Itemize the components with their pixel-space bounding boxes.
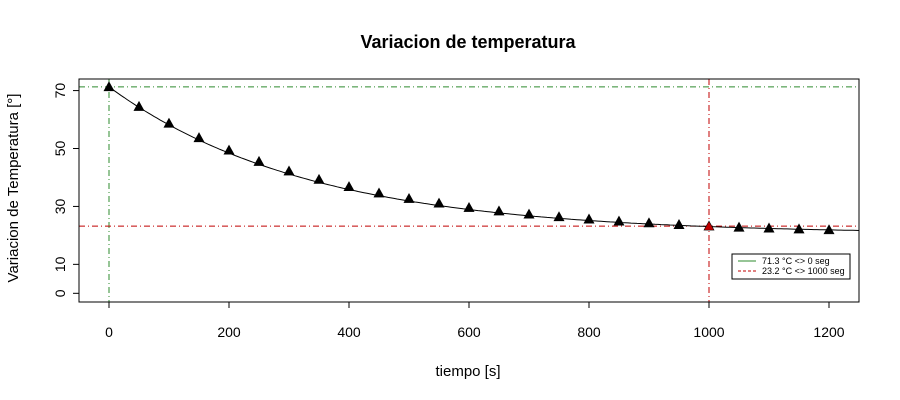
data-point-6 [253, 155, 265, 166]
y-tick-label-1: 10 [52, 256, 68, 272]
data-point-14 [493, 205, 505, 216]
data-point-17 [583, 213, 595, 224]
data-point-23 [763, 222, 775, 233]
x-axis-label: tiempo [s] [435, 363, 500, 380]
data-point-3 [163, 117, 175, 128]
y-tick-label-4: 70 [52, 83, 68, 99]
y-tick-label-3: 50 [52, 141, 68, 157]
data-point-11 [403, 192, 415, 203]
x-tick-label-3: 600 [457, 324, 481, 340]
x-tick-label-4: 800 [577, 324, 601, 340]
data-point-7 [283, 165, 295, 176]
chart-title: Variacion de temperatura [360, 32, 576, 52]
data-point-12 [433, 197, 445, 208]
data-point-24 [793, 223, 805, 234]
x-tick-label-5: 1000 [693, 324, 724, 340]
data-point-2 [133, 100, 145, 111]
data-point-1 [103, 81, 115, 92]
data-point-19 [643, 217, 655, 228]
plot-area [78, 78, 860, 303]
y-axis: 0 10 30 50 70 [52, 83, 79, 297]
data-point-5 [223, 144, 235, 155]
data-point-25 [823, 224, 835, 235]
y-tick-label-0: 0 [52, 289, 68, 297]
data-point-20 [673, 219, 685, 229]
legend-box [731, 253, 851, 280]
data-point-21 [703, 220, 715, 231]
x-tick-label-6: 1200 [813, 324, 844, 340]
y-tick-label-2: 30 [52, 198, 68, 214]
data-point-13 [463, 201, 475, 212]
legend-entry-1: 71.3 °C <> 0 seg [762, 256, 830, 266]
data-point-8 [313, 173, 325, 184]
data-point-4 [193, 132, 205, 143]
fit-curve [108, 86, 859, 231]
data-point-16 [553, 211, 565, 222]
data-point-18 [613, 215, 625, 226]
legend-entry-2: 23.2 °C <> 1000 seg [762, 266, 845, 276]
y-axis-label: Variacion de Temperatura [°] [5, 94, 22, 283]
x-tick-label-0: 0 [105, 324, 113, 340]
legend: 71.3 °C <> 0 seg 23.2 °C <> 1000 seg [731, 253, 851, 280]
x-tick-label-1: 200 [217, 324, 241, 340]
data-point-9 [343, 181, 355, 192]
x-axis: 0 200 400 600 800 1000 1200 [105, 302, 845, 340]
data-point-15 [523, 208, 535, 219]
data-point-22 [733, 221, 745, 232]
x-tick-label-2: 400 [337, 324, 361, 340]
data-point-10 [373, 187, 385, 198]
